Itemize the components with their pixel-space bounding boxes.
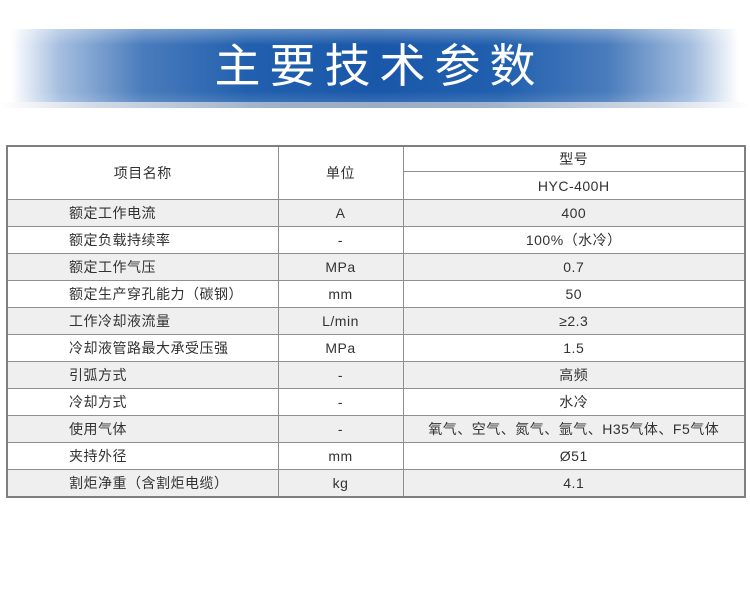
unit-cell: mm	[277, 280, 404, 308]
col-header-unit: 单位	[277, 145, 404, 200]
table-row: 冷却液管路最大承受压强 MPa 1.5	[6, 334, 746, 362]
page-title: 主要技术参数	[214, 39, 545, 92]
value-cell: Ø51	[402, 442, 746, 470]
value-cell: 氧气、空气、氮气、氩气、H35气体、F5气体	[402, 415, 746, 443]
col-header-item-name: 项目名称	[6, 145, 279, 200]
value-cell: 高频	[402, 361, 746, 389]
unit-cell: -	[277, 415, 404, 443]
table-row: 使用气体 - 氧气、空气、氮气、氩气、H35气体、F5气体	[6, 415, 746, 443]
table-row: 额定工作气压 MPa 0.7	[6, 253, 746, 281]
table-row: 额定工作电流 A 400	[6, 199, 746, 227]
value-cell: ≥2.3	[402, 307, 746, 335]
unit-cell: kg	[277, 469, 404, 498]
unit-cell: -	[277, 388, 404, 416]
item-name-cell: 冷却液管路最大承受压强	[6, 334, 279, 362]
table-row: 割炬净重（含割炬电缆） kg 4.1	[6, 469, 746, 498]
table-row: 夹持外径 mm Ø51	[6, 442, 746, 470]
item-name-cell: 额定负载持续率	[6, 226, 279, 254]
header-row-top: 项目名称 单位 型号	[6, 145, 746, 200]
item-name-cell: 工作冷却液流量	[6, 307, 279, 335]
item-name-cell: 割炬净重（含割炬电缆）	[6, 469, 279, 498]
unit-cell: mm	[277, 442, 404, 470]
table-row: 额定生产穿孔能力（碳钢） mm 50	[6, 280, 746, 308]
unit-cell: MPa	[277, 334, 404, 362]
item-name-cell: 额定工作气压	[6, 253, 279, 281]
table-row: 冷却方式 - 水冷	[6, 388, 746, 416]
title-banner: 主要技术参数	[0, 29, 750, 108]
banner-bottom-strip	[0, 102, 750, 108]
specs-table-header: 项目名称 单位 型号 HYC-400H	[6, 145, 746, 200]
unit-cell: A	[277, 199, 404, 227]
item-name-cell: 额定生产穿孔能力（碳钢）	[6, 280, 279, 308]
item-name-cell: 冷却方式	[6, 388, 279, 416]
unit-cell: -	[277, 226, 404, 254]
value-cell: 1.5	[402, 334, 746, 362]
header-row-model: HYC-400H	[7, 171, 746, 200]
unit-cell: MPa	[277, 253, 404, 281]
unit-cell: L/min	[277, 307, 404, 335]
item-name-cell: 夹持外径	[6, 442, 279, 470]
model-value-header: HYC-400H	[402, 171, 746, 200]
value-cell: 100%（水冷）	[402, 226, 746, 254]
table-row: 工作冷却液流量 L/min ≥2.3	[6, 307, 746, 335]
value-cell: 4.1	[402, 469, 746, 498]
item-name-cell: 引弧方式	[6, 361, 279, 389]
unit-cell: -	[277, 361, 404, 389]
value-cell: 400	[402, 199, 746, 227]
table-row: 引弧方式 - 高频	[6, 361, 746, 389]
item-name-cell: 使用气体	[6, 415, 279, 443]
item-name-cell: 额定工作电流	[6, 199, 279, 227]
value-cell: 50	[402, 280, 746, 308]
table-row: 额定负载持续率 - 100%（水冷）	[6, 226, 746, 254]
value-cell: 0.7	[402, 253, 746, 281]
specs-table: 项目名称 单位 型号 HYC-400H 额定工作电流 A 400 额定负载持续率…	[6, 145, 746, 498]
value-cell: 水冷	[402, 388, 746, 416]
col-header-model: 型号	[402, 145, 746, 172]
title-banner-gradient: 主要技术参数	[0, 29, 750, 102]
specs-table-body: 额定工作电流 A 400 额定负载持续率 - 100%（水冷） 额定工作气压 M…	[6, 199, 746, 498]
